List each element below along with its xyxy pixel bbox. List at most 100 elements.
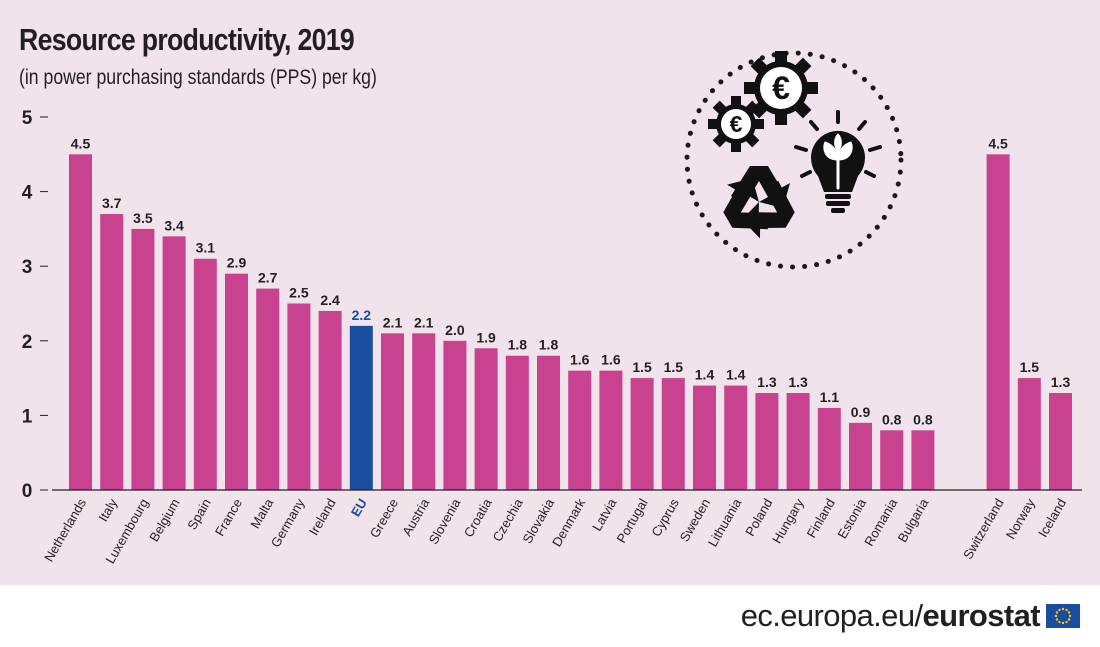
flag-star xyxy=(1058,608,1061,612)
value-label: 2.2 xyxy=(352,307,372,323)
plant-lightbulb-icon xyxy=(794,110,882,213)
y-tick-label: 4 xyxy=(22,183,33,204)
value-label: 2.7 xyxy=(258,270,278,286)
y-tick-label: 0 xyxy=(22,481,33,502)
recycle-icon xyxy=(723,166,795,239)
value-label: 2.4 xyxy=(320,292,340,308)
bar-malta xyxy=(256,288,280,490)
bar-portugal xyxy=(630,378,654,490)
value-label: 2.1 xyxy=(414,314,434,330)
bar-estonia xyxy=(849,422,872,490)
y-tick-label: 2 xyxy=(22,332,33,353)
value-label: 3.4 xyxy=(164,217,184,233)
value-label: 1.5 xyxy=(1020,359,1040,375)
euro-gears-icon: € € xyxy=(708,51,818,152)
x-tick-label: Latvia xyxy=(589,495,620,533)
eurostat-brand: eurostat xyxy=(922,598,1040,633)
value-label: 1.3 xyxy=(757,374,777,390)
value-label: 1.6 xyxy=(570,352,590,368)
x-tick-label: Iceland xyxy=(1035,496,1069,540)
x-tick-label: Croatia xyxy=(461,495,495,539)
value-label: 0.8 xyxy=(882,411,902,427)
value-label: 1.3 xyxy=(1051,374,1071,390)
value-label: 2.9 xyxy=(227,255,247,271)
value-label: 1.6 xyxy=(601,352,621,368)
value-label: 3.1 xyxy=(196,240,216,256)
bar-norway xyxy=(1017,378,1041,490)
bar-germany xyxy=(287,303,311,490)
x-tick-label: Spain xyxy=(184,496,214,532)
bar-slovenia xyxy=(443,340,467,490)
bar-netherlands xyxy=(69,154,92,491)
bar-chart: 0 1 2 3 4 5 4.5 3.7 3.5 3.4 3.1 2.9 2.7 2.5 2.4 2.2 2.1… xyxy=(22,50,1082,566)
flag-star xyxy=(1065,620,1068,624)
flag-star xyxy=(1068,614,1072,618)
flag-star xyxy=(1058,620,1061,624)
value-label: 4.5 xyxy=(988,135,1008,151)
bar-poland xyxy=(755,393,779,490)
bar-denmark xyxy=(568,370,592,490)
flag-star xyxy=(1067,611,1071,614)
bar-slovakia xyxy=(537,355,560,490)
bar-cyprus xyxy=(661,378,685,490)
footer-source: ec.europa.eu/eurostat xyxy=(741,598,1080,634)
flag-star xyxy=(1065,608,1068,612)
value-label: 1.5 xyxy=(632,359,652,375)
bar-latvia xyxy=(599,370,623,490)
bar-belgium xyxy=(162,236,186,490)
x-tick-label: Poland xyxy=(742,496,775,539)
value-label: 4.5 xyxy=(71,135,91,151)
bar-eu xyxy=(349,325,373,490)
value-label: 1.4 xyxy=(695,367,715,383)
x-tick-label: Greece xyxy=(367,496,401,540)
value-label: 2.1 xyxy=(383,314,403,330)
circular-economy-icon: € € xyxy=(684,50,904,270)
value-label: 1.8 xyxy=(508,337,528,353)
value-label: 2.5 xyxy=(289,285,309,301)
flag-star xyxy=(1067,618,1071,621)
bar-bulgaria xyxy=(911,430,935,490)
x-tick-label: Malta xyxy=(247,495,276,531)
y-tick-label: 1 xyxy=(22,406,33,427)
bar-czechia xyxy=(505,355,529,490)
value-label: 0.8 xyxy=(913,411,933,427)
bar-croatia xyxy=(474,348,498,490)
x-tick-label: Norway xyxy=(1003,496,1038,542)
x-tick-label: Finland xyxy=(804,496,838,540)
x-tick-label: Switzerland xyxy=(960,496,1007,562)
eu-flag-icon xyxy=(1046,604,1080,628)
svg-text:€: € xyxy=(730,111,743,137)
x-tick-label: Ireland xyxy=(306,496,339,538)
bar-greece xyxy=(381,333,404,490)
x-tick-label: Belgium xyxy=(146,496,182,544)
bar-hungary xyxy=(786,393,810,490)
value-label: 2.0 xyxy=(445,322,465,338)
flag-star xyxy=(1061,607,1065,611)
x-tick-label: Italy xyxy=(95,496,120,525)
source-url: ec.europa.eu/eurostat xyxy=(741,598,1041,634)
flag-star xyxy=(1055,611,1059,614)
value-label: 1.3 xyxy=(788,374,808,390)
value-label: 0.9 xyxy=(851,404,871,420)
x-tick-label: Bulgaria xyxy=(895,495,932,544)
bar-sweden xyxy=(693,385,716,490)
bar-finland xyxy=(817,407,841,490)
value-label: 1.9 xyxy=(476,329,496,345)
bar-ireland xyxy=(318,310,342,490)
x-tick-label: Austria xyxy=(399,495,433,538)
value-label: 1.8 xyxy=(539,337,559,353)
value-label: 1.4 xyxy=(726,367,746,383)
svg-text:€: € xyxy=(772,70,790,106)
bar-italy xyxy=(100,213,124,491)
flag-star xyxy=(1054,614,1058,618)
flag-star xyxy=(1055,618,1059,621)
value-label: 1.1 xyxy=(820,389,840,405)
value-label: 3.5 xyxy=(133,210,153,226)
bar-spain xyxy=(193,258,217,490)
y-tick-label: 5 xyxy=(22,108,33,129)
bar-romania xyxy=(880,430,904,490)
flag-star xyxy=(1061,621,1065,625)
y-tick-label: 3 xyxy=(22,257,33,278)
bar-switzerland xyxy=(986,154,1010,491)
